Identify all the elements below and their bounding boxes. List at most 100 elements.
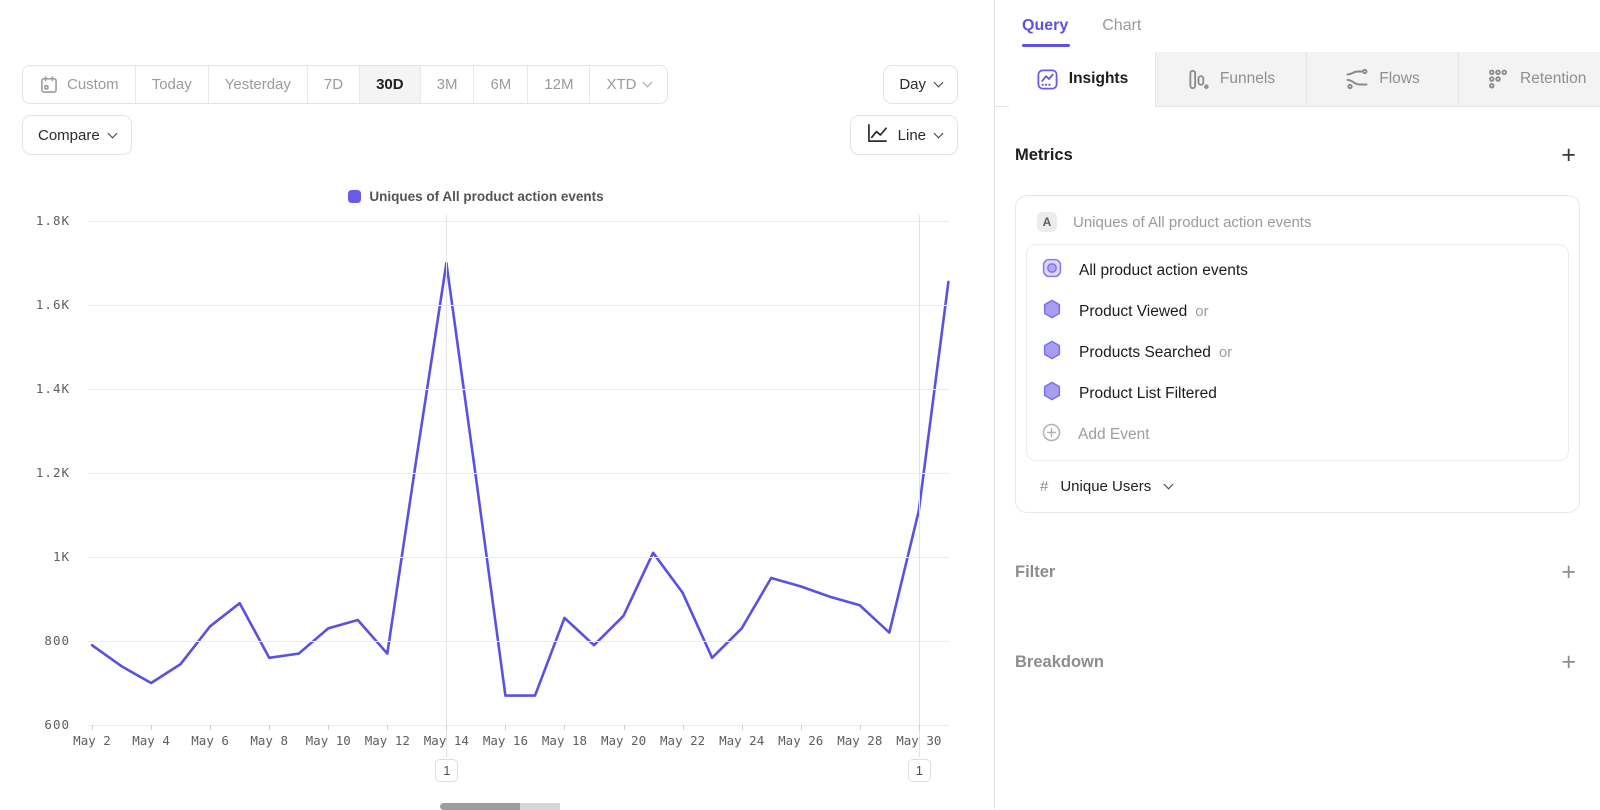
range-button-yesterday[interactable]: Yesterday [207, 66, 307, 103]
measurement-dropdown[interactable]: # Unique Users [1026, 461, 1569, 500]
query-panel: Query Chart Insights [994, 0, 1600, 809]
gridline [88, 640, 950, 642]
axis-tick [151, 725, 153, 730]
add-event-button[interactable]: Add Event [1027, 414, 1568, 455]
axis-tick [92, 725, 93, 730]
hexagon-icon [1041, 380, 1063, 407]
gridline [88, 472, 950, 474]
panel-tab-row: Query Chart [995, 0, 1600, 52]
x-axis-label: May 18 [541, 733, 588, 748]
event-name: Product Viewed [1079, 302, 1188, 320]
add-breakdown-button[interactable]: + [1561, 648, 1576, 676]
axis-tick [800, 725, 802, 730]
y-axis-label: 1.2K [35, 465, 70, 480]
y-axis-label: 1.6K [35, 297, 70, 312]
y-axis-label: 1.4K [35, 381, 70, 396]
axis-tick [387, 725, 389, 730]
event-name: Product List Filtered [1079, 384, 1217, 402]
flows-icon [1345, 67, 1369, 91]
active-tab-underline [1022, 44, 1071, 47]
breakdown-title: Breakdown [1015, 652, 1104, 671]
gridline [88, 304, 950, 306]
series-line [90, 261, 950, 697]
tab-funnels[interactable]: Funnels [1155, 52, 1306, 106]
x-axis-label: May 28 [837, 733, 883, 748]
line-chart: 1.8K 1.6K 1.4K 1.2K 1K 800 600 May 2 May 4 May 6 M… [35, 213, 950, 782]
chevron-down-icon [1163, 479, 1174, 490]
x-axis-label: May 24 [719, 733, 765, 748]
metric-card: A Uniques of All product action events A… [1015, 195, 1580, 513]
range-button-30d[interactable]: 30D [359, 66, 420, 103]
range-button-12m[interactable]: 12M [527, 66, 589, 103]
axis-tick [623, 725, 625, 730]
y-axis-label: 1K [52, 549, 70, 564]
gridline [88, 724, 950, 726]
legend-swatch [348, 190, 362, 203]
horizontal-scrollbar[interactable] [440, 803, 596, 810]
tab-chart[interactable]: Chart [1102, 17, 1142, 34]
metric-summary-label: Uniques of All product action events [1073, 213, 1312, 231]
chart-type-dropdown[interactable]: Line [849, 115, 958, 155]
axis-tick [918, 725, 920, 730]
tab-flows[interactable]: Flows [1306, 52, 1458, 106]
gridline [88, 556, 950, 558]
line-chart-icon [866, 123, 889, 148]
filter-title: Filter [1015, 562, 1056, 581]
x-axis-label: May 30 [896, 733, 942, 748]
axis-tick [564, 725, 566, 730]
annotation-chip[interactable]: 1 [435, 759, 459, 782]
axis-tick [210, 725, 212, 730]
range-button-custom[interactable]: Custom [23, 66, 135, 103]
x-axis-label: May 14 [423, 733, 469, 748]
tab-retention[interactable]: Retention [1458, 52, 1600, 106]
range-button-7d[interactable]: 7D [306, 66, 359, 103]
range-button-xtd[interactable]: XTD [589, 66, 667, 103]
range-button-6m[interactable]: 6M [473, 66, 527, 103]
axis-tick [269, 725, 271, 730]
compare-label: Compare [38, 126, 100, 144]
event-row[interactable]: All product action events [1027, 250, 1568, 291]
x-axis-label: May 4 [132, 733, 170, 748]
metrics-title: Metrics [1015, 145, 1073, 164]
add-event-label: Add Event [1078, 425, 1150, 443]
funnels-icon [1187, 68, 1210, 91]
date-range-control: Custom Today Yesterday 7D 30D 3M 6M 12M XTD [22, 65, 669, 104]
compare-dropdown[interactable]: Compare [22, 115, 132, 155]
axis-tick [446, 725, 448, 730]
plus-circle-icon [1041, 422, 1062, 448]
tab-insights[interactable]: Insights [1009, 52, 1155, 107]
legend-label: Uniques of All product action events [369, 189, 604, 204]
annotation-chip[interactable]: 1 [907, 759, 931, 782]
event-name: All product action events [1079, 261, 1248, 279]
y-axis-label: 600 [44, 717, 70, 732]
x-axis-label: May 26 [778, 733, 824, 748]
retention-icon [1487, 68, 1510, 91]
add-filter-button[interactable]: + [1561, 558, 1576, 586]
event-row[interactable]: Product Viewed or [1027, 291, 1568, 332]
x-axis-label: May 12 [364, 733, 410, 748]
x-axis-label: May 6 [191, 733, 229, 748]
granularity-dropdown[interactable]: Day [883, 65, 958, 104]
x-axis-label: May 22 [660, 733, 706, 748]
add-metric-button[interactable]: + [1561, 141, 1576, 169]
range-button-3m[interactable]: 3M [419, 66, 474, 103]
measurement-label: Unique Users [1060, 478, 1152, 495]
x-axis-label: May 20 [600, 733, 647, 748]
chart-legend: Uniques of All product action events [0, 189, 952, 204]
metric-summary-row[interactable]: A Uniques of All product action events [1026, 210, 1569, 244]
range-button-today[interactable]: Today [134, 66, 208, 103]
event-row[interactable]: Product List Filtered [1027, 373, 1568, 414]
chart-pane: Custom Today Yesterday 7D 30D 3M 6M 12M XTD Day … [0, 65, 958, 810]
y-axis-label: 1.8K [35, 213, 70, 228]
event-row[interactable]: Products Searched or [1027, 332, 1568, 373]
x-axis-label: May 8 [250, 733, 288, 748]
chart-type-label: Line [897, 126, 926, 144]
tab-query[interactable]: Query [1022, 17, 1071, 47]
metric-letter-badge: A [1037, 212, 1057, 232]
gridline [88, 220, 950, 222]
axis-tick [328, 725, 330, 730]
hash-icon: # [1040, 478, 1049, 495]
axis-tick [741, 725, 743, 730]
tab-spacer [995, 52, 1009, 106]
vertical-gridline [446, 215, 448, 757]
